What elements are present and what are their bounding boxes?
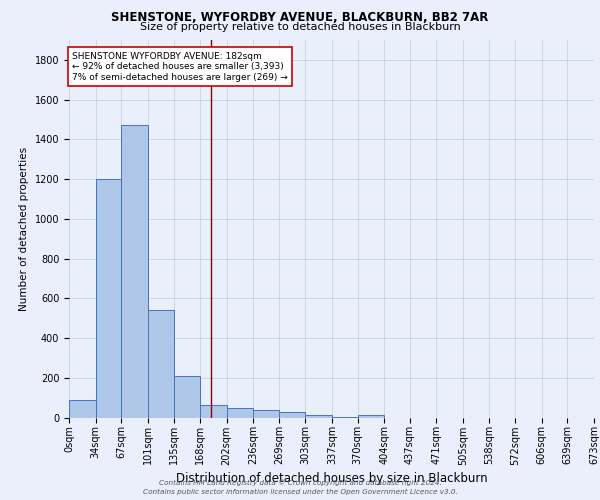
Text: Contains public sector information licensed under the Open Government Licence v3: Contains public sector information licen… <box>143 489 457 495</box>
Text: Contains HM Land Registry data © Crown copyright and database right 2024.: Contains HM Land Registry data © Crown c… <box>158 480 442 486</box>
Bar <box>148 310 175 418</box>
Bar <box>227 408 253 418</box>
Text: SHENSTONE, WYFORDBY AVENUE, BLACKBURN, BB2 7AR: SHENSTONE, WYFORDBY AVENUE, BLACKBURN, B… <box>112 11 488 24</box>
Bar <box>200 404 227 417</box>
Bar <box>332 416 358 418</box>
Bar <box>305 414 332 418</box>
Bar <box>95 179 121 418</box>
Y-axis label: Number of detached properties: Number of detached properties <box>19 146 29 311</box>
Bar <box>253 410 279 418</box>
X-axis label: Distribution of detached houses by size in Blackburn: Distribution of detached houses by size … <box>176 472 487 484</box>
Text: SHENSTONE WYFORDBY AVENUE: 182sqm
← 92% of detached houses are smaller (3,393)
7: SHENSTONE WYFORDBY AVENUE: 182sqm ← 92% … <box>72 52 288 82</box>
Text: Size of property relative to detached houses in Blackburn: Size of property relative to detached ho… <box>140 22 460 32</box>
Bar <box>279 412 305 418</box>
Bar <box>358 415 384 418</box>
Bar <box>69 400 95 417</box>
Bar <box>121 126 148 418</box>
Bar <box>175 376 200 418</box>
